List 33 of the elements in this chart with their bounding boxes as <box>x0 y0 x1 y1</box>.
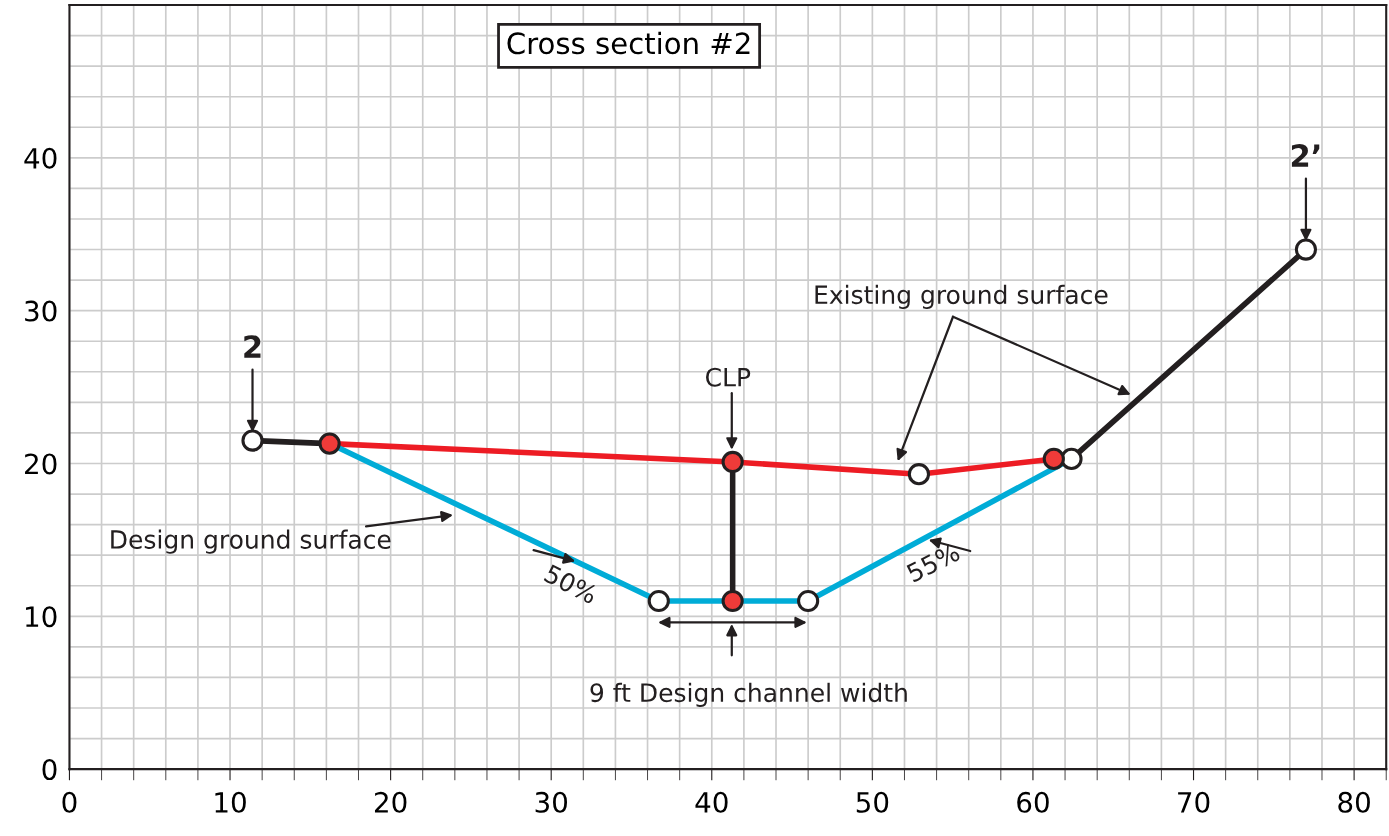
point <box>1042 447 1065 470</box>
point <box>647 589 670 613</box>
point <box>241 429 264 452</box>
y-tick-label: 20 <box>25 453 57 475</box>
x-tick-label: 70 <box>1178 791 1210 813</box>
annotation: 2’ <box>1291 144 1320 167</box>
annotation: 50% <box>543 563 599 605</box>
x-tick-label: 10 <box>215 791 246 813</box>
x-tick-label: 20 <box>374 791 407 813</box>
point <box>721 589 744 613</box>
x-tick-label: 40 <box>695 791 728 813</box>
point <box>797 589 820 613</box>
x-tick-label: 80 <box>1338 791 1370 813</box>
y-tick-label: 40 <box>24 147 57 169</box>
x-tick-label: 60 <box>1017 791 1049 813</box>
x-tick-label: 30 <box>535 791 568 813</box>
point <box>721 450 744 474</box>
annotation: 2 <box>244 335 261 358</box>
point <box>318 432 341 455</box>
y-tick-label: 0 <box>42 759 57 781</box>
annotation: Design ground surface <box>111 529 391 554</box>
annotation: Existing ground surface <box>815 284 1108 309</box>
text: Cross section #2 <box>507 31 750 55</box>
y-tick-label: 30 <box>25 300 57 322</box>
point <box>1294 238 1318 261</box>
annotation: 55% <box>905 542 961 583</box>
annotation: 9 ft Design channel width <box>590 682 907 707</box>
point <box>1060 447 1083 470</box>
x-tick-label: 50 <box>856 791 889 813</box>
point <box>907 463 931 486</box>
y-tick-label: 10 <box>26 606 57 628</box>
annotation: CLP <box>706 367 751 387</box>
x-tick-label: 0 <box>62 791 77 813</box>
